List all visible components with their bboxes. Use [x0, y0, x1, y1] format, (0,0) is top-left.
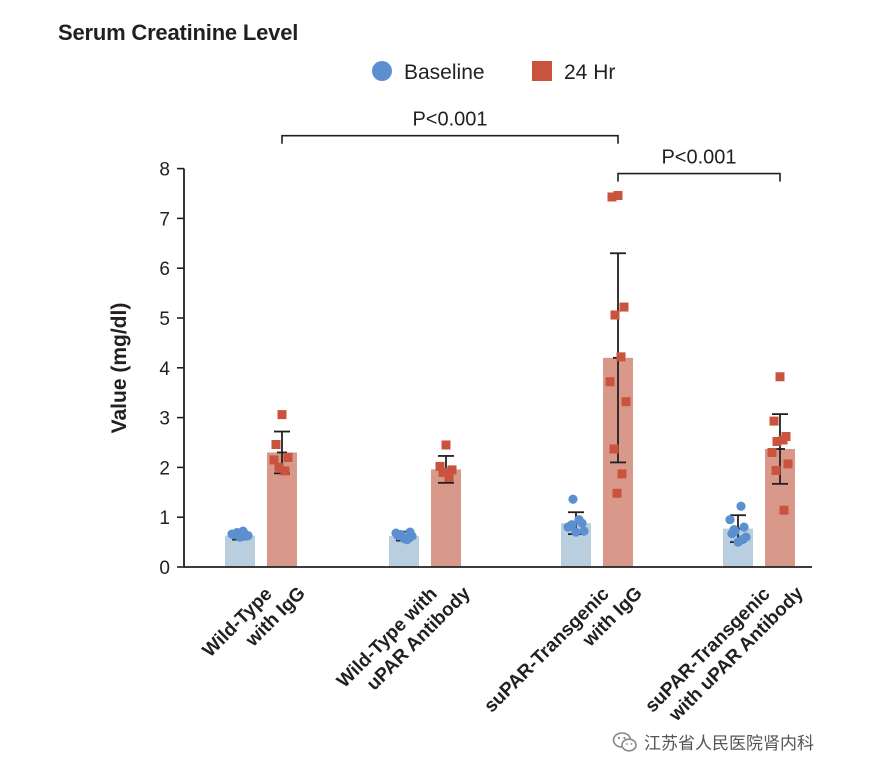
data-point	[610, 310, 620, 320]
watermark-text: 江苏省人民医院肾内科	[644, 734, 814, 754]
data-point	[737, 535, 747, 545]
x-category-label: suPAR-Transgenicwith uPAR Antibody	[641, 566, 808, 733]
y-tick-label: 4	[159, 359, 170, 380]
data-point	[725, 515, 735, 525]
data-point	[616, 352, 626, 362]
y-axis-title: Value (mg/dl)	[108, 303, 131, 434]
significance-bracket: P<0.001	[617, 147, 781, 182]
data-point	[444, 472, 454, 482]
y-tick-label: 1	[159, 508, 170, 529]
x-category-label: Wild-Type withuPAR Antibody	[333, 566, 475, 708]
x-category-label: Wild-Typewith IgG	[199, 567, 310, 678]
data-point	[619, 302, 629, 312]
data-point	[739, 522, 749, 532]
data-point	[391, 528, 401, 538]
data-point	[613, 190, 623, 200]
x-axis-category-labels: Wild-Typewith IgG Wild-Type withuPAR Anti…	[199, 566, 808, 734]
data-point	[283, 452, 293, 462]
data-points	[227, 190, 793, 547]
data-point	[269, 455, 279, 465]
data-point	[605, 377, 615, 387]
y-tick-label: 6	[159, 259, 170, 280]
data-point	[579, 526, 589, 536]
legend-label: 24 Hr	[564, 61, 615, 84]
data-point	[778, 435, 788, 445]
legend-marker-0	[372, 61, 392, 81]
data-point	[574, 515, 584, 525]
bar	[431, 469, 461, 567]
data-point	[779, 505, 789, 515]
legend: Baseline 24 Hr	[372, 61, 615, 84]
data-point	[277, 410, 287, 420]
y-tick-label: 3	[159, 409, 170, 430]
legend-marker-1	[532, 61, 552, 81]
data-point	[609, 444, 619, 454]
data-point	[767, 447, 777, 457]
y-tick-label: 8	[159, 160, 170, 181]
data-point	[227, 529, 237, 539]
y-axis-ticks: 0 1 2 3 4 5 6 7 8	[159, 160, 184, 579]
data-point	[435, 461, 445, 471]
data-point	[729, 525, 739, 535]
data-point	[775, 372, 785, 382]
data-point	[772, 437, 782, 447]
y-tick-label: 0	[159, 558, 170, 579]
data-point	[783, 459, 793, 469]
x-category-label: suPAR-Transgenicwith IgG	[480, 567, 647, 734]
error-bars	[232, 252, 788, 543]
data-point	[243, 531, 253, 541]
data-point	[438, 467, 448, 477]
data-point	[769, 416, 779, 426]
data-point	[612, 488, 622, 498]
data-point	[280, 466, 290, 476]
data-point	[567, 520, 577, 530]
wechat-icon	[612, 731, 637, 752]
legend-label: Baseline	[404, 61, 485, 84]
data-point	[771, 465, 781, 475]
p-value-label: P<0.001	[412, 109, 487, 131]
watermark: 江苏省人民医院肾内科	[612, 729, 814, 754]
y-tick-label: 7	[159, 209, 170, 230]
data-point	[271, 439, 281, 449]
data-point	[607, 192, 617, 202]
data-point	[447, 465, 457, 475]
significance-bracket: P<0.001	[281, 109, 619, 144]
data-point	[407, 531, 417, 541]
data-point	[621, 397, 631, 407]
y-tick-label: 2	[159, 458, 170, 479]
significance-brackets: P<0.001 P<0.001	[281, 109, 781, 182]
bars	[225, 357, 795, 567]
data-point	[617, 469, 627, 479]
data-point	[568, 494, 578, 504]
data-point	[274, 462, 284, 472]
data-point	[441, 440, 451, 450]
data-point	[736, 501, 746, 511]
data-point	[571, 527, 581, 537]
p-value-label: P<0.001	[661, 147, 736, 169]
chart-title: Serum Creatinine Level	[58, 20, 299, 45]
y-tick-label: 5	[159, 309, 170, 330]
